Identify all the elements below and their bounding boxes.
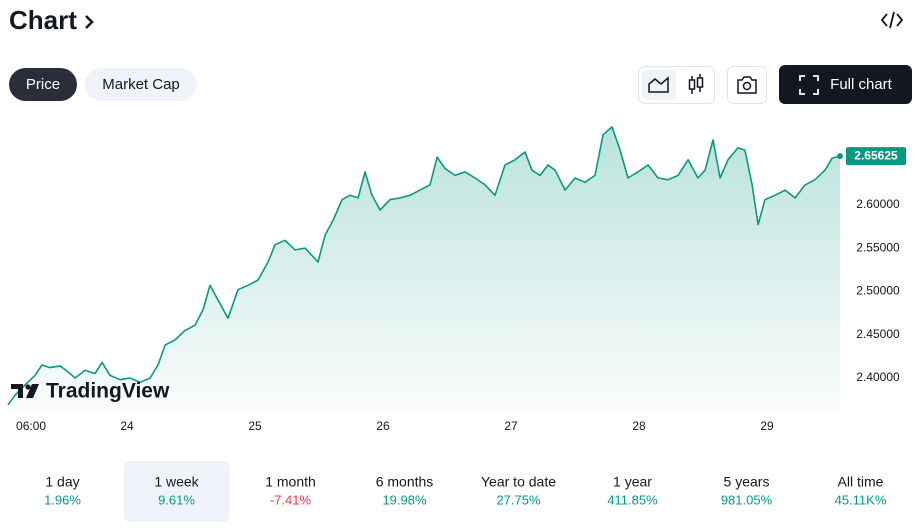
period-label: 5 years <box>724 474 770 490</box>
line <box>7 126 841 406</box>
tradingview-logo <box>11 384 39 398</box>
x-tick-label: 25 <box>248 419 262 433</box>
period-label: 6 months <box>376 474 434 490</box>
period-label: 1 year <box>613 474 652 490</box>
x-tick-label: 06:00 <box>16 419 46 433</box>
x-tick-label: 29 <box>760 419 774 433</box>
period-label: Year to date <box>481 474 556 490</box>
period-label: 1 week <box>154 474 199 490</box>
x-tick-label: 27 <box>504 419 518 433</box>
period-row: 1 day 1.96% 1 week 9.61% 1 month -7.41% 6 mont… <box>44 461 887 522</box>
last-price-tag <box>846 147 906 166</box>
fullscreen-icon <box>799 75 819 95</box>
last-price-label: 2.65625 <box>854 148 898 162</box>
area-button[interactable] <box>642 70 676 100</box>
x-tick-label: 24 <box>120 419 134 433</box>
candle-button[interactable] <box>688 74 704 94</box>
period-change: 45.11K% <box>835 492 887 507</box>
period-change: -7.41% <box>270 492 312 507</box>
y-tick-label: 2.40000 <box>856 370 900 384</box>
area <box>8 126 840 411</box>
tab-price[interactable] <box>9 68 77 101</box>
period-label: 1 day <box>45 474 79 490</box>
area-icon <box>648 76 669 93</box>
period-label: All time <box>838 474 884 490</box>
last-point <box>837 153 843 160</box>
full-chart-button[interactable] <box>779 65 912 104</box>
x-tick-label: 26 <box>376 419 390 433</box>
full-chart-label: Full chart <box>830 76 893 93</box>
tab-label: Price <box>26 76 60 93</box>
period-change: 27.75% <box>496 492 541 507</box>
period-selected-bg <box>123 461 230 522</box>
camera-icon <box>737 76 757 94</box>
y-tick-label: 2.60000 <box>856 197 900 211</box>
y-tick-label: 2.55000 <box>856 240 900 254</box>
period-label: 1 month <box>265 474 316 490</box>
y-tick-label: 2.45000 <box>856 327 900 341</box>
y-tick-label: 2.50000 <box>856 284 900 298</box>
period-change: 981.05% <box>721 492 773 507</box>
period-change: 19.98% <box>382 492 427 507</box>
x-tick-label: 28 <box>632 419 646 433</box>
title-chevron[interactable] <box>85 15 94 29</box>
period-change: 1.96% <box>44 492 81 507</box>
snapshot-button[interactable] <box>727 66 767 104</box>
tab-market-cap[interactable] <box>85 68 197 101</box>
plot: 2.40000 2.45000 2.50000 2.55000 2.60000 06:00… <box>7 126 906 433</box>
title: Chart <box>9 5 77 35</box>
period-change: 9.61% <box>158 492 195 507</box>
tab-label: Market Cap <box>102 76 180 93</box>
embed-icon[interactable] <box>880 11 904 29</box>
period-change: 411.85% <box>607 492 658 507</box>
watermark: TradingView <box>46 380 170 403</box>
